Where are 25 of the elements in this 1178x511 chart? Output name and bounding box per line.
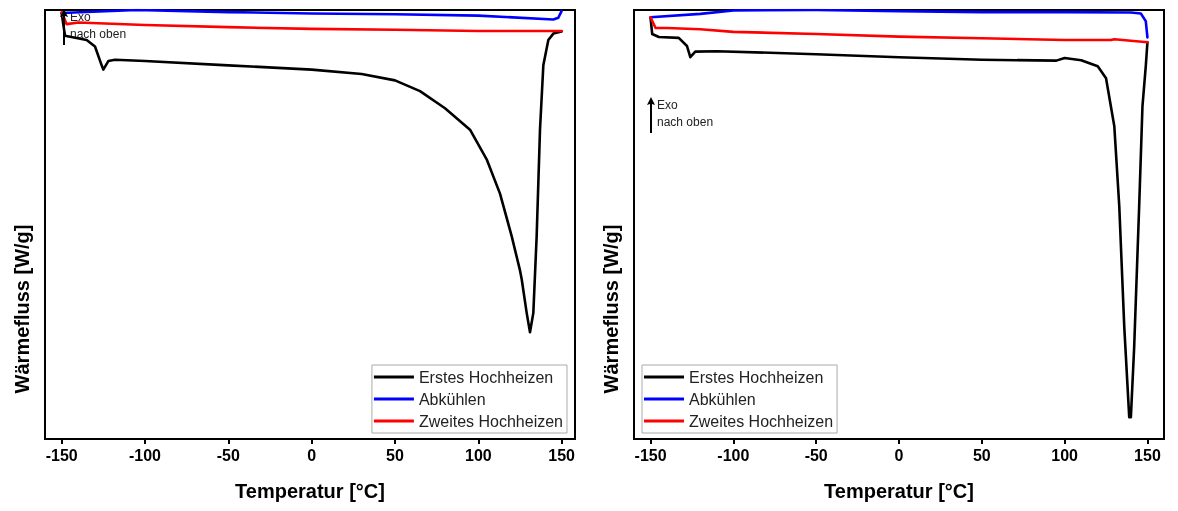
legend-label: Zweites Hochheizen [418,412,564,430]
legend-label: Zweites Hochheizen [689,412,834,430]
legend-label: Erstes Hochheizen [689,368,824,386]
x-tick-label: 50 [386,446,404,464]
y-axis-title: Wärmefluss [W/g] [600,224,622,394]
x-tick-label: 0 [307,446,317,464]
x-axis-title: Temperatur [°C] [824,480,974,502]
x-tick-label: -150 [634,446,667,464]
legend-label: Erstes Hochheizen [418,368,554,386]
x-tick-label: -100 [717,446,750,464]
x-tick-label: -50 [804,446,828,464]
y-axis-title: Wärmefluss [W/g] [11,224,33,394]
x-tick-label: -150 [45,446,78,464]
x-tick-label: 0 [894,446,904,464]
x-tick-label: 100 [1051,446,1079,464]
legend-label: Abkühlen [418,390,486,408]
x-tick-label: -50 [216,446,240,464]
x-tick-label: 150 [548,446,576,464]
legend-label: Abkühlen [689,390,756,408]
x-tick-label: 100 [464,446,492,464]
x-axis-title: Temperatur [°C] [235,480,385,502]
x-tick-label: 50 [972,446,991,464]
x-tick-label: 150 [1134,446,1161,464]
x-tick-label: -100 [128,446,162,464]
annotation: Exo nach oben [657,97,714,129]
